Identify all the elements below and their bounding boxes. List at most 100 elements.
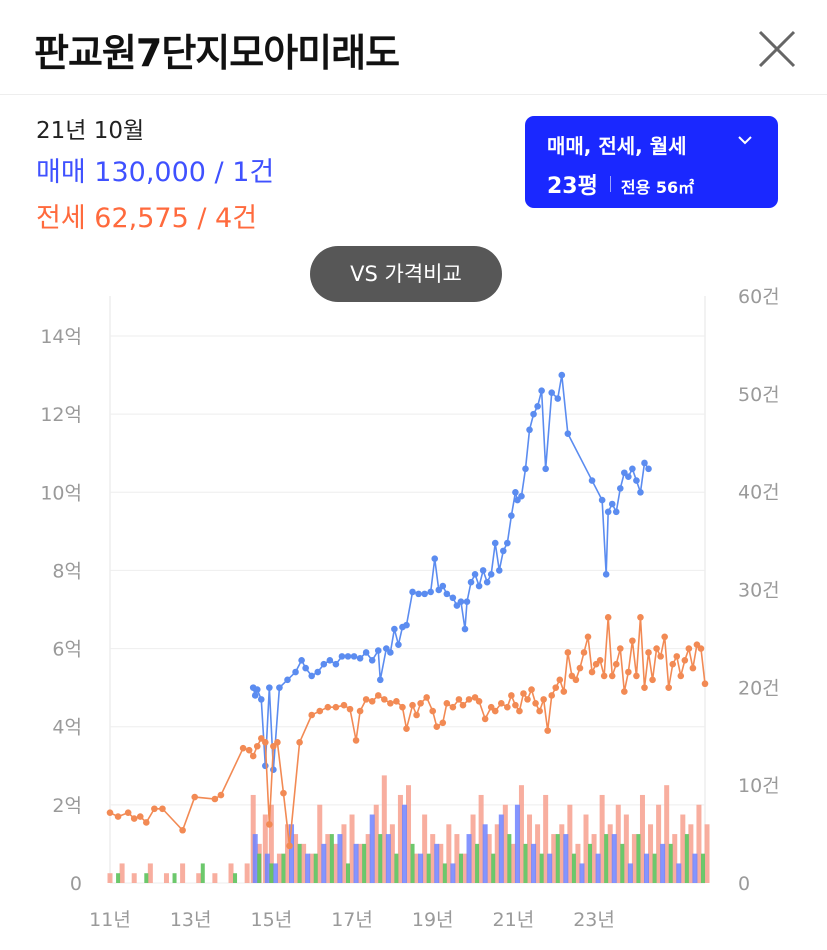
data-point xyxy=(296,739,303,746)
data-point xyxy=(274,739,281,746)
volume-bar xyxy=(527,814,533,883)
data-point xyxy=(433,723,441,731)
y-tick-label: 14억 xyxy=(40,326,82,348)
data-point xyxy=(340,701,348,709)
data-point xyxy=(352,737,360,744)
jeonse-label: 전세 xyxy=(36,203,86,234)
data-point xyxy=(483,578,491,586)
volume-bar xyxy=(196,873,202,883)
data-point xyxy=(387,699,394,707)
data-point xyxy=(504,539,511,547)
data-point xyxy=(253,742,261,750)
volume-bar xyxy=(579,863,585,883)
data-point xyxy=(286,842,293,850)
volume-bar xyxy=(321,843,327,883)
data-point xyxy=(151,805,158,813)
volume-bar xyxy=(555,834,560,883)
data-point xyxy=(558,371,566,379)
volume-bar xyxy=(341,824,347,883)
volume-bar xyxy=(518,785,524,883)
volume-bar xyxy=(276,853,282,883)
data-point xyxy=(649,676,656,684)
price-summary: 21년 10월 매매 130,000 / 1건 전세 62,575 / 4건 xyxy=(36,112,274,242)
volume-bar xyxy=(426,853,431,883)
volume-bar xyxy=(362,843,367,883)
data-point xyxy=(356,655,364,662)
data-point xyxy=(374,647,382,654)
data-point xyxy=(596,656,604,664)
trade-value: 130,000 / 1건 xyxy=(94,157,275,188)
data-point xyxy=(526,426,533,434)
volume-bar xyxy=(611,834,617,883)
y2-tick-label: 50건 xyxy=(738,384,780,406)
volume-bar xyxy=(664,785,670,883)
volume-bar xyxy=(337,834,343,883)
close-icon[interactable] xyxy=(752,24,802,74)
volume-bar xyxy=(627,863,633,883)
volume-bar xyxy=(523,843,528,883)
data-point xyxy=(409,588,416,596)
y-tick-label: 12억 xyxy=(40,404,82,426)
y2-tick-label: 30건 xyxy=(738,580,780,602)
x-tick-label: 19년 xyxy=(412,909,454,931)
data-point xyxy=(524,696,531,703)
data-point xyxy=(602,571,610,578)
data-point xyxy=(645,465,652,473)
data-point xyxy=(548,389,556,396)
data-point xyxy=(413,711,420,719)
volume-bar xyxy=(317,804,323,883)
data-point xyxy=(457,598,465,605)
data-point xyxy=(465,696,473,703)
data-point xyxy=(552,684,560,691)
data-point xyxy=(431,555,439,563)
volume-bar xyxy=(438,843,444,883)
data-point xyxy=(467,578,475,586)
y2-tick-label: 0 xyxy=(738,873,750,895)
x-tick-label: 11년 xyxy=(89,909,131,931)
jeonse-summary: 전세 62,575 / 4건 xyxy=(36,196,274,242)
data-point xyxy=(548,692,556,699)
volume-bar xyxy=(434,843,440,883)
volume-bar xyxy=(442,863,447,883)
data-point xyxy=(520,690,527,697)
data-point xyxy=(368,698,376,705)
volume-bar xyxy=(510,843,516,883)
volume-bar xyxy=(346,863,350,883)
data-point xyxy=(292,668,299,676)
volume-bar xyxy=(450,863,456,883)
data-point xyxy=(124,809,132,816)
volume-bar xyxy=(301,843,307,883)
data-point xyxy=(677,672,685,680)
data-point xyxy=(332,660,340,668)
volume-bar xyxy=(394,853,399,883)
compare-button[interactable]: VS 가격비교 xyxy=(310,246,502,302)
volume-bar xyxy=(244,863,250,883)
data-point xyxy=(262,762,269,770)
data-point xyxy=(443,590,451,598)
y-tick-label: 4억 xyxy=(52,717,82,739)
data-point xyxy=(403,621,410,629)
data-point xyxy=(314,668,322,676)
series-line xyxy=(252,374,650,770)
data-point xyxy=(262,739,269,746)
x-tick-label: 17년 xyxy=(331,909,373,931)
data-point xyxy=(302,664,309,672)
data-point xyxy=(580,649,588,656)
data-point xyxy=(266,684,273,691)
volume-bar xyxy=(607,824,613,883)
volume-bar xyxy=(466,834,472,883)
volume-bar xyxy=(559,824,565,883)
data-point xyxy=(403,725,410,732)
data-point xyxy=(504,703,511,711)
data-point xyxy=(500,547,507,555)
data-point xyxy=(665,684,672,691)
deal-type-selector[interactable]: 매매, 전세, 월세 23평 전용 56㎡ xyxy=(525,116,778,208)
jeonse-value: 62,575 / 4건 xyxy=(94,203,258,234)
data-point xyxy=(217,791,225,799)
volume-bar xyxy=(539,853,544,883)
data-point xyxy=(564,649,572,656)
data-point xyxy=(320,660,328,668)
deal-types-label: 매매, 전세, 월세 xyxy=(547,134,687,158)
x-tick-label: 13년 xyxy=(170,909,212,931)
y2-tick-label: 40건 xyxy=(738,482,780,504)
